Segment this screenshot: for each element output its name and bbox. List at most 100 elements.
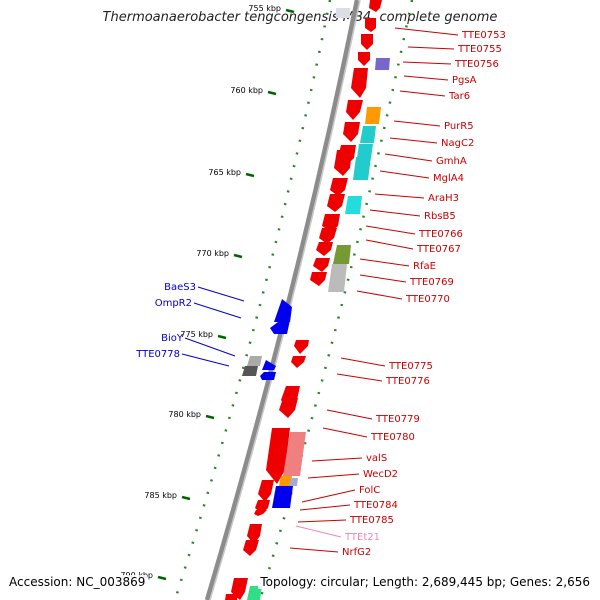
gene-label-purr5[interactable]: PurR5 [444,121,474,132]
gene-feature[interactable] [316,242,333,256]
gene-feature[interactable] [358,52,370,66]
gene-label-tte0756[interactable]: TTE0756 [454,59,499,70]
leader-line [384,153,433,162]
gene-feature[interactable] [346,100,363,120]
gene-feature[interactable] [262,360,276,370]
gene-label-folc[interactable]: FolC [359,485,380,496]
gene-label-arah3[interactable]: AraH3 [428,193,459,204]
gene-feature[interactable] [243,540,259,556]
gene-feature[interactable] [343,122,360,142]
gene-feature[interactable] [357,144,373,158]
gene-feature[interactable] [365,107,381,124]
gene-feature[interactable] [327,194,345,212]
gene-feature[interactable] [247,586,262,600]
gene-label-tar6[interactable]: Tar6 [448,91,470,102]
gene-feature[interactable] [375,58,390,70]
gene-feature[interactable] [270,320,290,334]
gene-label-tte0769[interactable]: TTE0769 [409,277,454,288]
leader-line [307,473,360,479]
gene-feature[interactable] [283,432,306,476]
gene-features[interactable] [225,0,390,600]
gene-feature[interactable] [260,372,276,380]
kbp-ruler: 755 kbp 760 kbp 765 kbp 770 kbp 775 kbp 780 k… [120,4,295,581]
gene-feature[interactable] [291,356,306,368]
leader-line [403,75,449,81]
leader-line [393,120,441,127]
leader-line [197,286,245,302]
gene-feature[interactable] [322,214,340,232]
gene-feature[interactable] [336,8,350,18]
gene-feature[interactable] [333,245,351,264]
gene-label-ttet21[interactable]: TTEt21 [344,532,380,543]
gene-feature[interactable] [313,258,330,272]
gene-label-gmha[interactable]: GmhA [436,156,467,167]
gene-feature[interactable] [328,264,347,292]
gene-label-bioy[interactable]: BioY [161,333,184,344]
gene-feature[interactable] [334,150,352,176]
tick-mark [285,8,295,14]
gene-feature[interactable] [345,196,362,214]
gene-label-tte0766[interactable]: TTE0766 [418,229,463,240]
gene-feature[interactable] [274,299,292,322]
gene-label-tte0753[interactable]: TTE0753 [461,30,506,41]
left-gene-labels: BaeS3 OmpR2 BioY TTE0778 [135,282,245,367]
gene-feature[interactable] [353,157,371,180]
leader-line [322,427,368,438]
leader-line [359,258,410,267]
gene-feature[interactable] [294,340,309,354]
gene-feature[interactable] [360,126,376,143]
gene-label-tte0785[interactable]: TTE0785 [349,515,394,526]
gene-label-tte0775[interactable]: TTE0775 [388,361,433,372]
right-gene-labels: TTE0753 TTE0755 TTE0756 PgsA Tar6 PurR5 NagC2 G… [289,27,506,558]
gene-feature[interactable] [319,228,337,244]
gene-feature[interactable] [365,18,376,32]
gene-feature[interactable] [254,510,267,516]
gene-label-tte0778[interactable]: TTE0778 [135,349,180,360]
gene-label-ompr2[interactable]: OmpR2 [155,298,192,309]
gene-feature[interactable] [279,476,292,486]
gene-label-rbsb5[interactable]: RbsB5 [424,211,456,222]
gene-label-nrfg2[interactable]: NrfG2 [342,547,371,558]
leader-line [399,90,446,97]
gene-feature[interactable] [310,272,327,286]
tick-mark [181,495,191,501]
tick-mark [233,253,243,259]
leader-line [299,504,351,511]
leader-line [365,239,414,250]
gene-feature[interactable] [330,178,348,196]
gene-label-tte0784[interactable]: TTE0784 [353,500,398,511]
gene-label-tte0779[interactable]: TTE0779 [375,414,420,425]
tick-mark [217,334,227,340]
gene-label-baes3[interactable]: BaeS3 [164,282,196,293]
gene-label-tte0770[interactable]: TTE0770 [405,294,450,305]
tick-label: 785 kbp [144,491,177,500]
gene-label-tte0755[interactable]: TTE0755 [457,44,502,55]
tick-mark [205,414,215,420]
gene-feature[interactable] [289,478,298,486]
gene-label-tte0767[interactable]: TTE0767 [416,244,461,255]
gene-label-wecd2[interactable]: WecD2 [363,469,398,480]
gene-label-pgsa[interactable]: PgsA [452,75,477,86]
gene-feature[interactable] [361,34,373,50]
gene-feature[interactable] [279,398,298,418]
gene-feature[interactable] [242,366,258,376]
gene-label-tte0780[interactable]: TTE0780 [370,432,415,443]
genome-backbone-shadow [209,0,361,600]
gene-label-tte0776[interactable]: TTE0776 [385,376,430,387]
gene-feature[interactable] [369,0,382,12]
gene-feature[interactable] [258,480,274,502]
gene-label-vals[interactable]: valS [366,453,387,464]
leader-line [340,357,386,367]
leader-line [379,170,430,179]
gene-feature[interactable] [225,594,238,600]
gene-feature[interactable] [272,486,293,508]
gene-label-rfae[interactable]: RfaE [413,261,436,272]
leader-line [301,489,356,503]
gene-label-mgla4[interactable]: MglA4 [433,173,464,184]
gene-feature[interactable] [351,68,368,98]
gene-feature[interactable] [247,356,262,366]
gene-label-nagc2[interactable]: NagC2 [441,138,474,149]
gene-feature[interactable] [247,524,262,544]
